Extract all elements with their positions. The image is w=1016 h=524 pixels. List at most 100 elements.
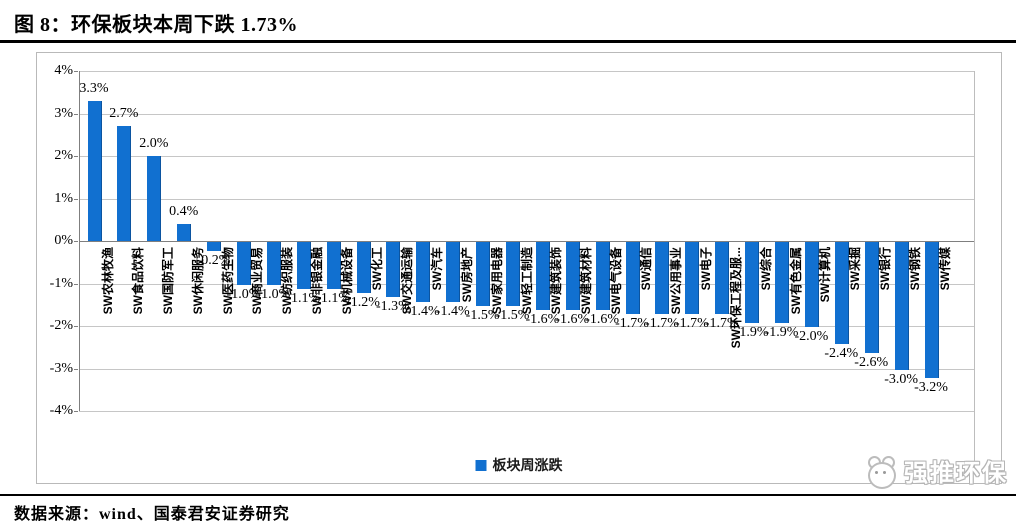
bar [685,242,700,315]
bar [117,126,132,241]
zero-axis-line [79,241,974,242]
bar-value-label: -3.2% [914,380,948,395]
category-label: SW建筑装饰 [549,247,564,315]
bar [924,242,939,378]
bar [236,242,251,285]
bar [326,242,341,289]
y-tick-mark [74,71,78,72]
y-tick-label: 4% [54,63,73,78]
bar-value-label: 0.4% [169,204,199,219]
category-label: SW交通运输 [399,247,414,315]
category-label: SW通信 [639,247,654,291]
category-label: SW传媒 [938,247,952,291]
category-label: SW建筑材料 [579,247,594,315]
bar-value-label: -1.6% [555,312,590,327]
y-tick-mark [74,411,78,412]
category-label: SW有色金属 [788,247,803,315]
title-underline [0,40,1016,43]
y-tick-mark [74,156,78,157]
bar-value-label: -1.7% [615,316,649,332]
bar [506,242,520,306]
category-label: SW公用事业 [668,247,683,315]
category-label: SW房地产 [459,247,474,303]
bar-value-label: -1.3% [376,299,410,315]
category-label: SW休闲服务 [190,247,205,315]
bar-value-label: -2.0% [794,329,829,344]
bar [894,242,909,370]
category-label: SW商业贸易 [250,247,265,315]
gridline [79,326,974,327]
bar-value-label: -1.0% [226,286,261,302]
bar-value-label: -2.4% [824,346,859,361]
bar-value-label: -1.5% [495,307,530,323]
bar [745,242,760,323]
category-label: SW国防军工 [160,247,175,315]
y-tick-mark [74,113,78,115]
mascot-face-icon [864,452,898,489]
bar [535,242,550,310]
bar-value-label: -1.0% [256,286,291,302]
y-tick-label: 2% [54,148,73,163]
y-tick-mark [74,241,78,242]
legend-swatch [475,459,487,471]
category-label: SW纺织服装 [280,247,295,315]
page-title: 图 8：环保板块本周下跌 1.73% [14,14,298,36]
y-tick-label: -1% [49,275,73,291]
y-tick-mark [74,283,78,285]
bar [595,242,610,310]
legend-label: 板块周涨跌 [492,457,563,473]
y-axis-line [79,71,80,411]
bar-value-label: -0.2% [196,252,231,268]
bar [864,242,879,353]
watermark: 强推环保 [864,452,1008,489]
category-label: SW汽车 [429,247,444,291]
chart-legend: 板块周涨跌 [475,455,563,475]
bar-value-label: -1.7% [645,316,679,332]
gridline [79,368,974,370]
y-tick-label: 3% [54,105,73,121]
bar-value-label: -1.7% [704,316,739,332]
footer-divider [0,494,1016,496]
category-label: SW环保工程及服... [728,247,743,349]
bar [446,242,461,302]
y-tick-mark [74,198,78,200]
bar [207,242,222,251]
category-label: SW银行 [878,247,893,291]
bar [476,242,491,306]
y-tick-label: -4% [49,403,73,418]
bar [386,242,401,298]
bar-value-label: 3.3% [79,80,109,96]
category-label: SW钢铁 [908,247,923,291]
category-label: SW非银金融 [310,247,325,315]
bar [625,242,640,315]
category-label: SW医药生物 [220,247,235,315]
bar-value-label: -1.6% [525,312,560,327]
bar [147,156,162,241]
bar-value-label: -1.1% [316,290,351,306]
y-tick-label: 1% [54,190,73,206]
y-tick-label: -2% [49,318,73,333]
category-label: SW农林牧渔 [101,247,115,315]
category-label: SW化工 [370,247,385,291]
category-label: SW综合 [758,247,773,291]
data-source-note: 数据来源：wind、国泰君安证券研究 [14,506,290,523]
category-label: SW电气设备 [609,247,624,315]
gridline [79,156,974,157]
category-label: SW食品饮料 [130,247,145,315]
bar-value-label: -3.0% [884,371,919,387]
bar [804,242,819,327]
bar [715,242,730,315]
bar-value-label: -1.9% [734,324,769,340]
bar [296,242,311,289]
bar-value-label: -1.4% [405,303,440,319]
category-label: SW电子 [698,247,713,291]
bar-value-label: -1.6% [585,312,620,327]
bar [87,100,102,241]
bar [565,242,580,310]
gridline [79,411,974,412]
bar [416,242,431,302]
bar [266,242,281,285]
category-label: SW轻工制造 [519,247,534,315]
bar [356,242,371,293]
gridline [79,198,974,200]
